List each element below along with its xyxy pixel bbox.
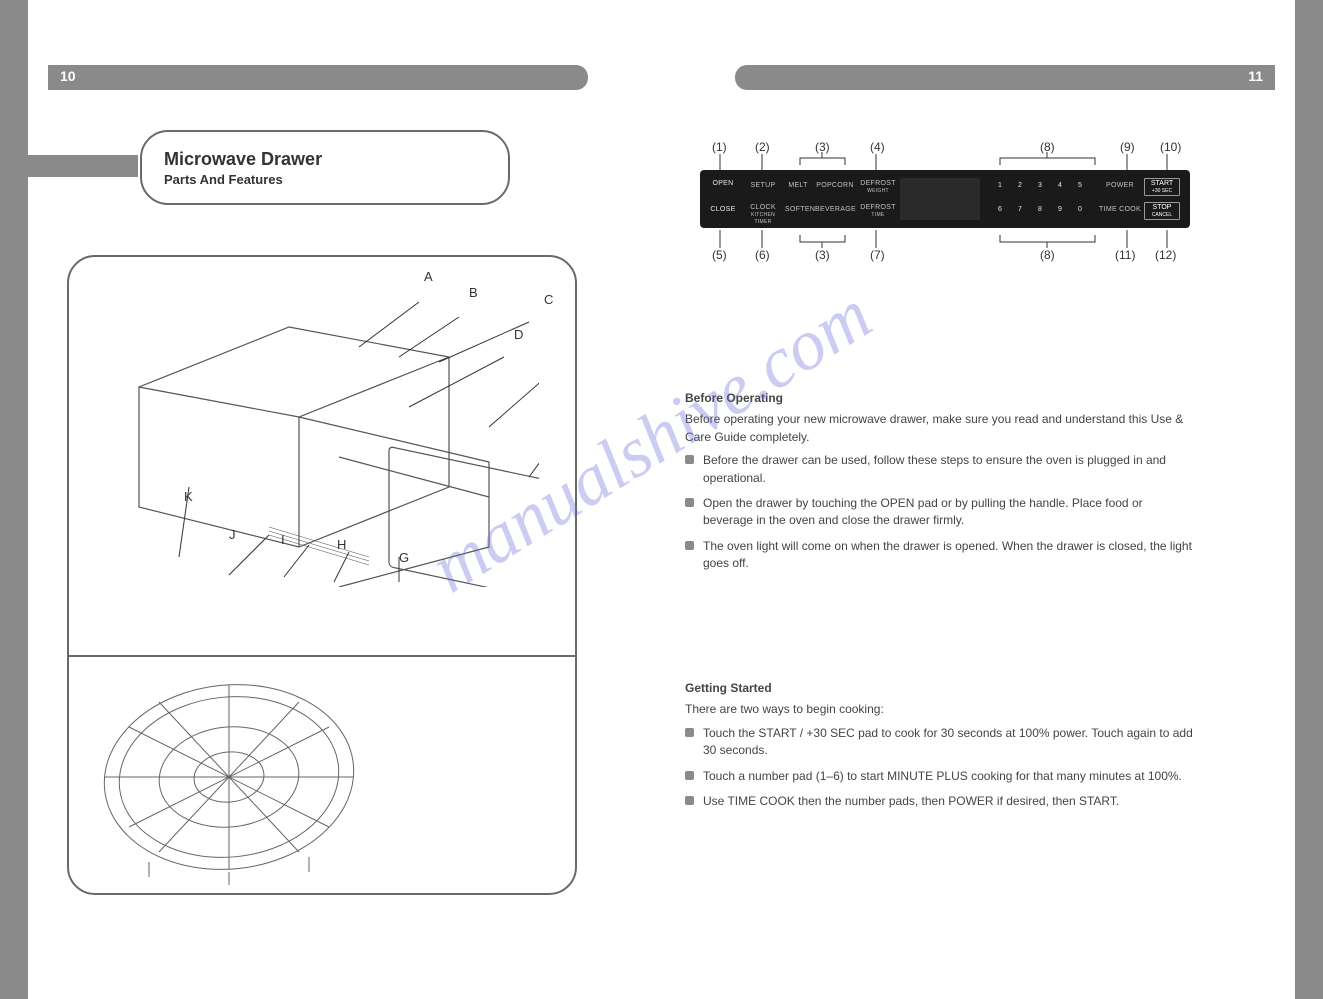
defrost-weight-button[interactable]: DEFROSTWEIGHT (858, 180, 898, 194)
clock-button[interactable]: CLOCKKITCHEN TIMER (742, 204, 784, 225)
before-operating-intro: Before operating your new microwave draw… (685, 411, 1195, 446)
section-title-main: Microwave Drawer (164, 149, 508, 170)
cp-ref-6: (6) (755, 248, 770, 262)
defrost-time-sublabel: TIME (871, 212, 884, 218)
before-operating-item: The oven light will come on when the dra… (685, 538, 1195, 573)
getting-started-heading: Getting Started (685, 680, 1195, 697)
digit-0[interactable]: 0 (1078, 206, 1082, 213)
diagram-letter-i: I (281, 532, 285, 547)
cp-ref-12: (12) (1155, 248, 1176, 262)
page-border-right (1295, 0, 1323, 999)
before-operating-section: Before Operating Before operating your n… (685, 390, 1195, 581)
cp-ref-11: (11) (1115, 248, 1135, 262)
cp-ref-3b: (3) (815, 248, 830, 262)
defrost-time-button[interactable]: DEFROSTTIME (858, 204, 898, 218)
clock-sublabel: KITCHEN TIMER (751, 212, 775, 225)
defrost-time-label: DEFROST (860, 204, 896, 211)
diagram-letter-a: A (424, 269, 433, 284)
timecook-button[interactable]: TIME COOK (1098, 206, 1142, 213)
page-number-right: 11 (1248, 68, 1263, 84)
digit-6[interactable]: 6 (998, 206, 1002, 213)
open-button[interactable]: OPEN (708, 180, 738, 187)
cp-ref-7: (7) (870, 248, 885, 262)
getting-started-intro: There are two ways to begin cooking: (685, 701, 1195, 718)
digit-9[interactable]: 9 (1058, 206, 1062, 213)
digit-7[interactable]: 7 (1018, 206, 1022, 213)
digit-3[interactable]: 3 (1038, 182, 1042, 189)
before-operating-list: Before the drawer can be used, follow th… (685, 452, 1195, 572)
diagram-letter-b: B (469, 285, 478, 300)
digit-4[interactable]: 4 (1058, 182, 1062, 189)
digit-5[interactable]: 5 (1078, 182, 1082, 189)
defrost-rack-illustration (89, 677, 369, 887)
cp-display (900, 178, 980, 220)
start-label: START (1151, 180, 1173, 187)
cp-ref-8b: (8) (1040, 248, 1055, 262)
clock-label: CLOCK (750, 204, 776, 211)
diagram-letter-d: D (514, 327, 523, 342)
diagram-letter-c: C (544, 292, 553, 307)
header-bar-left (48, 65, 588, 90)
soften-button[interactable]: SOFTEN (785, 206, 815, 213)
diagram-upper: A B C D E F G H I J K (69, 257, 575, 657)
drawer-illustration (109, 287, 539, 587)
power-button[interactable]: POWER (1100, 182, 1140, 189)
setup-button[interactable]: SETUP (748, 182, 778, 189)
stop-button[interactable]: STOPCANCEL (1144, 202, 1180, 220)
diagram-lower (69, 657, 575, 893)
control-panel: OPEN SETUP MELT POPCORN DEFROSTWEIGHT CL… (700, 170, 1190, 228)
diagram-letter-h: H (337, 537, 346, 552)
before-operating-item: Open the drawer by touching the OPEN pad… (685, 495, 1195, 530)
getting-started-item: Touch the START / +30 SEC pad to cook fo… (685, 725, 1195, 760)
header-accent (28, 155, 138, 177)
header-bar-right (735, 65, 1275, 90)
digit-1[interactable]: 1 (998, 182, 1002, 189)
cp-ref-5: (5) (712, 248, 727, 262)
diagram-container: A B C D E F G H I J K (67, 255, 577, 895)
popcorn-button[interactable]: POPCORN (815, 182, 855, 189)
digit-8[interactable]: 8 (1038, 206, 1042, 213)
stop-label: STOP (1153, 204, 1172, 211)
diagram-letter-j: J (229, 527, 236, 542)
start-button[interactable]: START+30 SEC (1144, 178, 1180, 196)
page-border-left (0, 0, 28, 999)
diagram-letter-g: G (399, 550, 409, 565)
section-title-box: Microwave Drawer Parts And Features (140, 130, 510, 205)
diagram-letter-k: K (184, 489, 193, 504)
melt-button[interactable]: MELT (785, 182, 811, 189)
getting-started-item: Touch a number pad (1–6) to start MINUTE… (685, 768, 1195, 785)
close-button[interactable]: CLOSE (708, 206, 738, 213)
stop-sublabel: CANCEL (1152, 212, 1172, 218)
defrost-label: DEFROST (860, 180, 896, 187)
getting-started-list: Touch the START / +30 SEC pad to cook fo… (685, 725, 1195, 811)
getting-started-item: Use TIME COOK then the number pads, then… (685, 793, 1195, 810)
defrost-sublabel: WEIGHT (867, 188, 889, 194)
before-operating-heading: Before Operating (685, 390, 1195, 407)
beverage-button[interactable]: BEVERAGE (815, 206, 855, 213)
section-title-sub: Parts And Features (164, 172, 508, 187)
before-operating-item: Before the drawer can be used, follow th… (685, 452, 1195, 487)
start-sublabel: +30 SEC (1152, 188, 1172, 194)
page-number-left: 10 (60, 68, 76, 84)
digit-2[interactable]: 2 (1018, 182, 1022, 189)
getting-started-section: Getting Started There are two ways to be… (685, 680, 1195, 818)
